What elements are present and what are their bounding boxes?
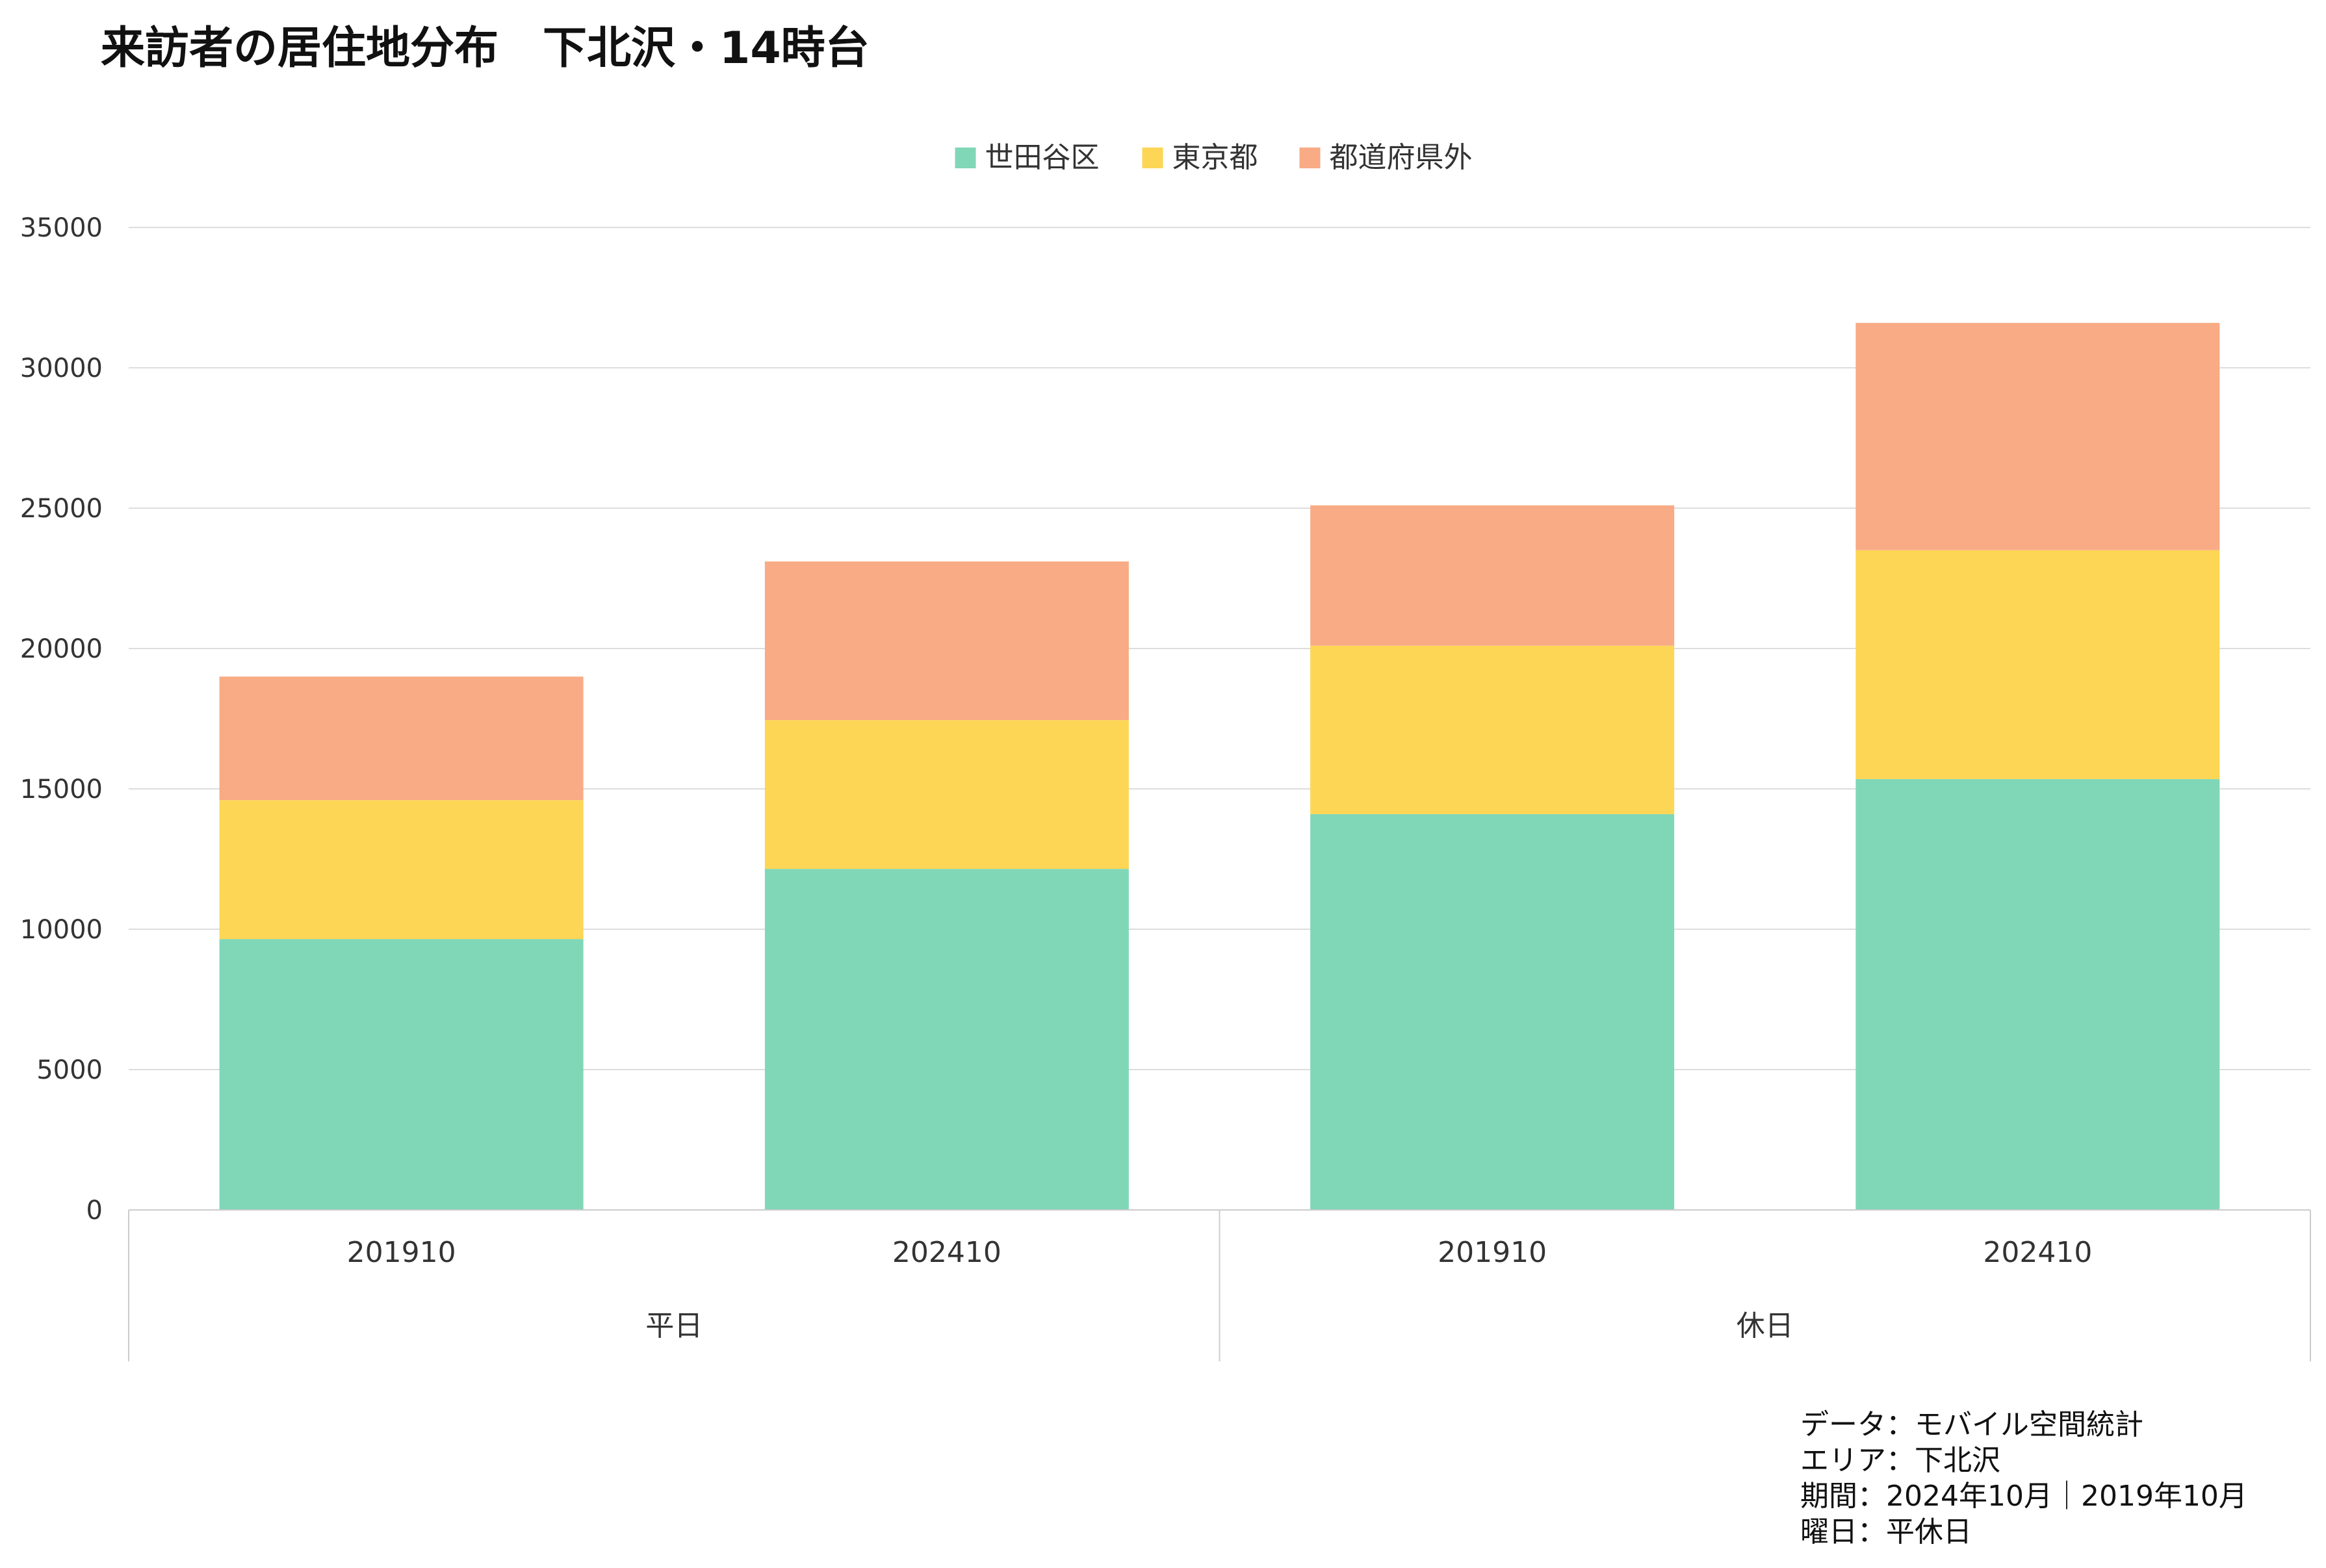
bar-segment: [764, 561, 1129, 721]
legend-swatch: [1299, 148, 1321, 168]
note-period: 期間：2024年10月｜2019年10月: [1800, 1480, 2247, 1513]
bar-segment: [1310, 645, 1675, 814]
legend-swatch: [1142, 148, 1163, 168]
y-tick-label: 25000: [20, 494, 103, 524]
y-axis: 0 5000 10000 15000 20000 25000 30000 35000: [20, 213, 103, 1226]
y-tick-label: 5000: [36, 1055, 103, 1085]
legend-label: 世田谷区: [985, 141, 1100, 174]
x-tick-label: 202410: [1983, 1236, 2092, 1269]
bar-segment: [764, 869, 1129, 1210]
bar-segment: [764, 720, 1129, 869]
x-axis: 201910 202410 201910 202410 平日 休日: [128, 1209, 2311, 1361]
note-day-type: 曜日：平休日: [1800, 1515, 1972, 1549]
y-tick-label: 20000: [20, 634, 103, 664]
bar-segment: [1855, 322, 2220, 550]
chart-legend: 世田谷区 東京都 都道府県外: [955, 141, 1473, 174]
y-tick-label: 30000: [20, 353, 103, 383]
legend-label: 都道府県外: [1330, 141, 1473, 174]
x-tick-label: 201910: [1438, 1236, 1547, 1269]
y-tick-label: 10000: [20, 915, 103, 945]
legend-label: 東京都: [1172, 141, 1258, 174]
bar-segment: [219, 939, 584, 1210]
y-tick-label: 15000: [20, 775, 103, 804]
bar-segment: [219, 676, 584, 801]
y-tick-label: 0: [86, 1196, 103, 1226]
bar-segment: [1310, 505, 1675, 646]
x-tick-label: 201910: [347, 1236, 456, 1269]
bar-segment: [1855, 550, 2220, 779]
x-group-label: 平日: [645, 1309, 703, 1343]
bar-segment: [1310, 814, 1675, 1210]
y-tick-label: 35000: [20, 213, 103, 243]
bar-segment: [1855, 778, 2220, 1210]
bar-segment: [219, 800, 584, 940]
bars: [219, 322, 2220, 1210]
x-group-label: 休日: [1737, 1309, 1794, 1343]
note-area: エリア：下北沢: [1800, 1444, 2000, 1477]
legend-swatch: [955, 148, 976, 168]
note-data-source: データ：モバイル空間統計: [1800, 1408, 2143, 1441]
source-note: データ：モバイル空間統計 エリア：下北沢 期間：2024年10月｜2019年10…: [1800, 1407, 2247, 1550]
chart-title: 来訪者の居住地分布 下北沢・14時台: [101, 23, 870, 74]
x-tick-label: 202410: [892, 1236, 1001, 1269]
